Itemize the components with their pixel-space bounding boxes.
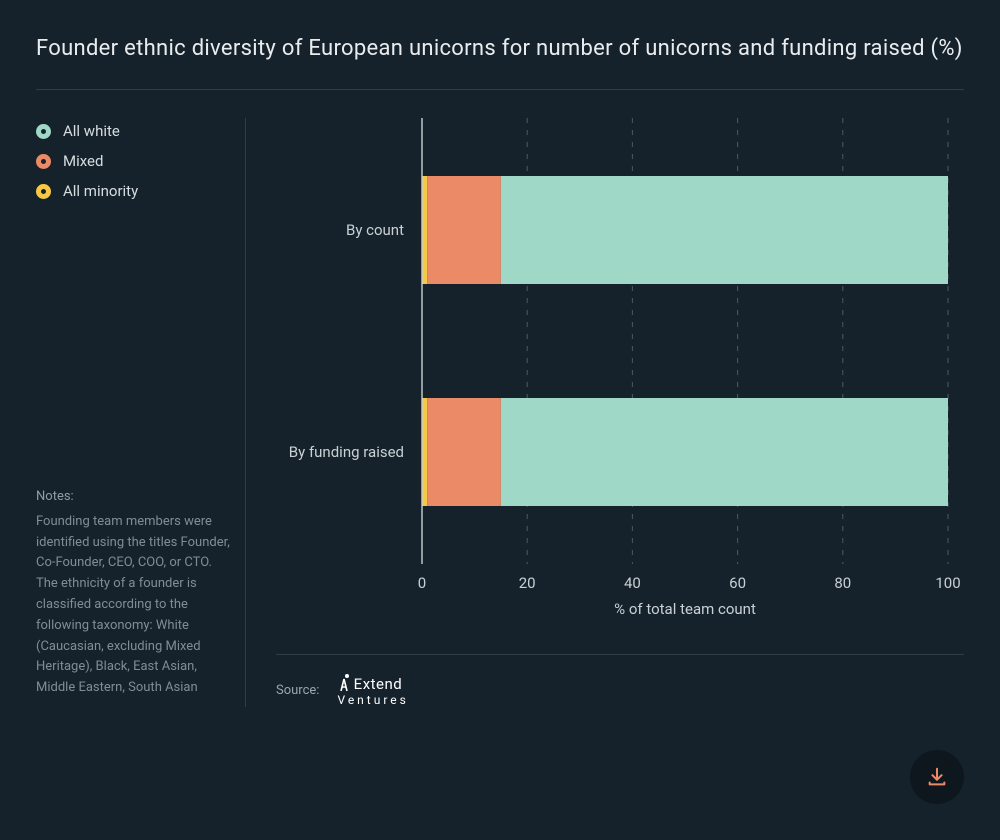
- legend-item: All white: [36, 122, 231, 140]
- x-tick-label: 20: [519, 574, 536, 592]
- legend-label: All minority: [63, 182, 138, 200]
- x-tick-label: 40: [624, 574, 641, 592]
- source-label: Source:: [276, 683, 319, 698]
- bar-segment: [427, 398, 501, 506]
- bar-segment: [422, 398, 427, 506]
- legend-label: Mixed: [63, 152, 103, 170]
- page-title: Founder ethnic diversity of European uni…: [36, 36, 964, 61]
- chart: By count By funding raised 0 20 40 60 80 100 % o…: [276, 118, 964, 628]
- category-label: By funding raised: [289, 443, 404, 461]
- bar-segment: [427, 176, 501, 284]
- category-label: By count: [346, 221, 404, 239]
- notes-body: Founding team members were identified us…: [36, 514, 230, 695]
- x-tick-label: 100: [935, 574, 960, 592]
- x-axis-label: % of total team count: [614, 600, 756, 618]
- left-column: All white Mixed All minority Notes: Foundi…: [36, 118, 246, 707]
- source-row: Source: Extend Ventures: [276, 673, 964, 707]
- legend-swatch: [36, 124, 51, 139]
- logo-icon: [337, 673, 351, 691]
- x-tick-label: 80: [834, 574, 851, 592]
- divider-top: [36, 89, 964, 90]
- download-icon: [926, 766, 948, 788]
- legend-item: All minority: [36, 182, 231, 200]
- source-logo: Extend Ventures: [337, 673, 408, 707]
- legend-swatch: [36, 184, 51, 199]
- source-name-1: Extend: [354, 675, 403, 693]
- notes: Notes: Founding team members were identi…: [36, 487, 231, 707]
- x-tick-label: 0: [418, 574, 426, 592]
- legend: All white Mixed All minority: [36, 122, 231, 212]
- legend-swatch: [36, 154, 51, 169]
- download-button[interactable]: [910, 750, 964, 804]
- bar-segment: [422, 176, 427, 284]
- legend-label: All white: [63, 122, 120, 140]
- bar-segment: [501, 398, 948, 506]
- notes-heading: Notes:: [36, 487, 231, 508]
- legend-item: Mixed: [36, 152, 231, 170]
- divider-bottom: [276, 654, 964, 655]
- x-tick-label: 60: [729, 574, 746, 592]
- bar-segment: [501, 176, 948, 284]
- source-name-2: Ventures: [337, 693, 408, 707]
